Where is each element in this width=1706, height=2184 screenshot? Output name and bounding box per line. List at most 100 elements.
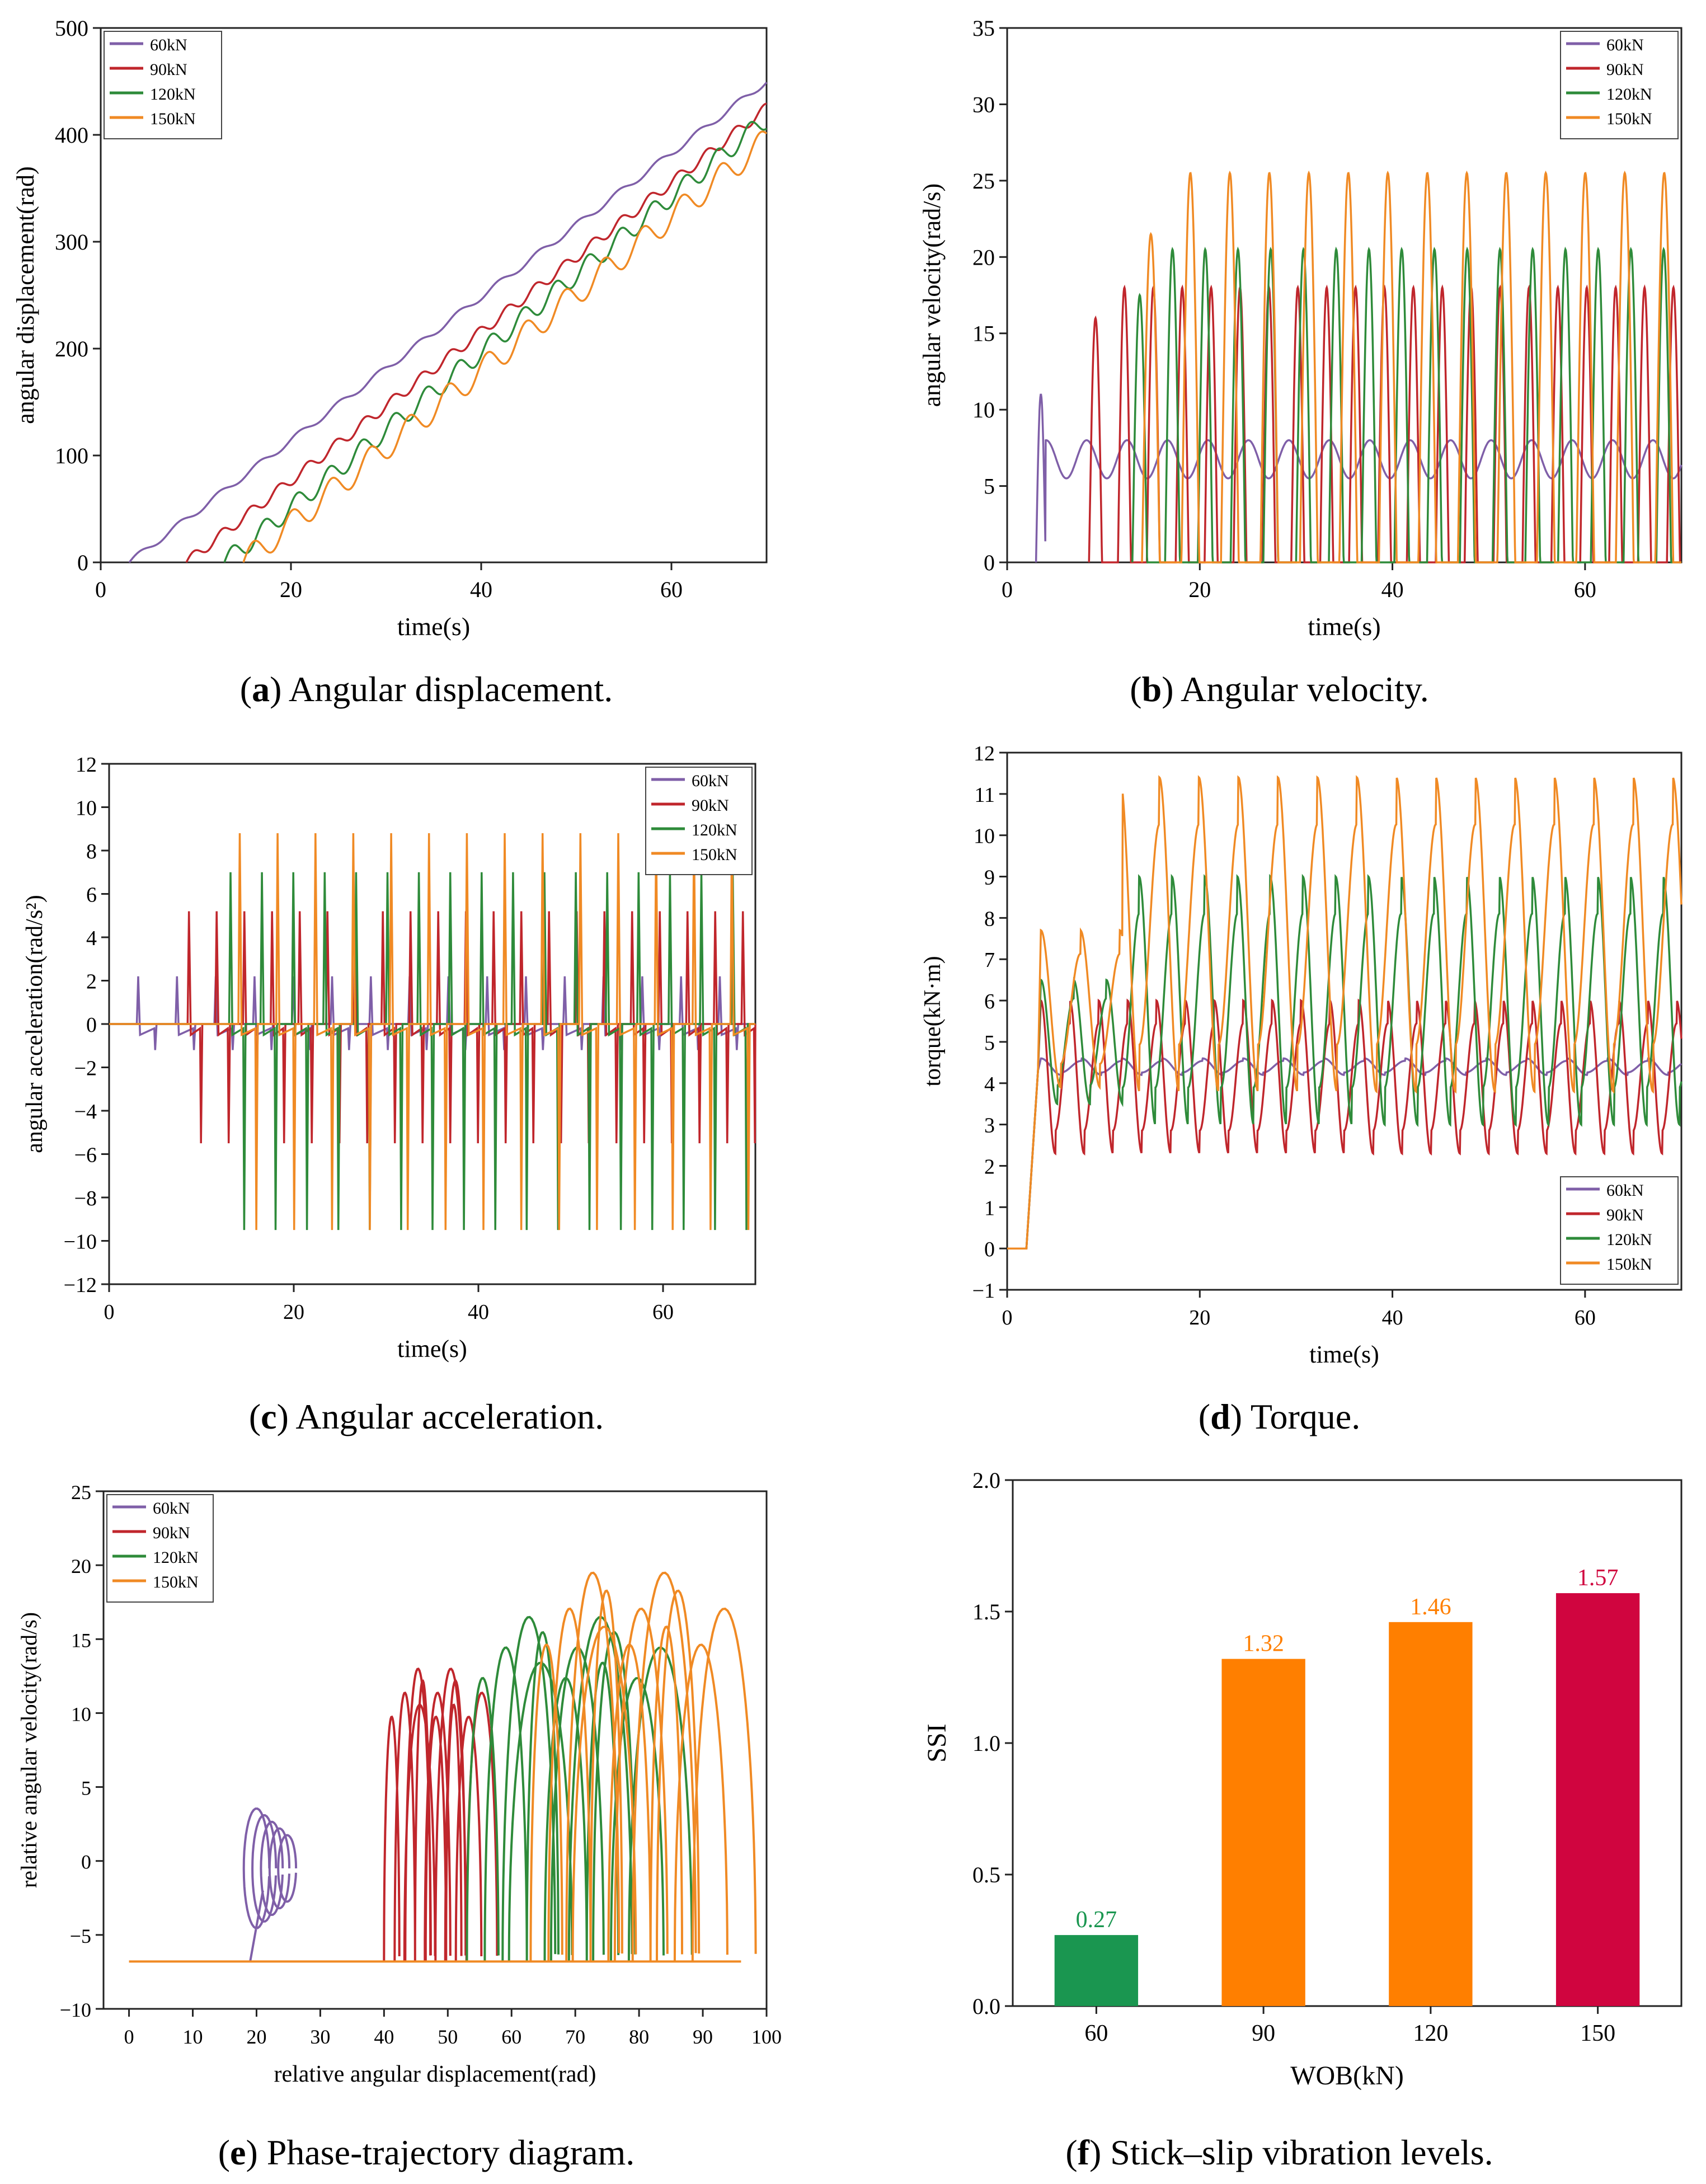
y-tick-label: 25 [71,1481,91,1504]
x-axis-label: relative angular displacement(rad) [274,2061,596,2087]
legend-entry-60kN: 60kN [692,772,729,790]
bar-value-label: 1.32 [1243,1631,1284,1657]
x-tick-label: 0 [95,577,106,602]
x-tick-label: 20 [283,1300,304,1324]
chart-f: 0.0 0.5 1.0 1.5 2.0 0.27 60 1.32 90 1.46 120 1.57 15… [922,1468,1682,2091]
series-90kN [185,102,767,563]
y-tick-label: −5 [70,1925,91,1947]
y-tick-label: −4 [74,1100,97,1124]
x-axis-label: WOB(kN) [1290,2061,1404,2091]
series-90kN [383,1668,499,1962]
y-tick-label: 0 [86,1013,97,1037]
legend-entry-90kN: 90kN [153,1524,190,1542]
x-tick-label: 60 [1575,1306,1596,1330]
y-axis-label: relative angular velocity(rad/s) [16,1612,41,1888]
y-tick-label: 20 [71,1555,91,1577]
chart-a: 0 20 40 60 0 100 200 300 400 500 time(s) angular di… [12,16,768,641]
y-tick-label: 0 [77,550,88,575]
y-tick-label: −10 [64,1230,97,1254]
bar-value-label: 0.27 [1076,1907,1117,1933]
x-tick-label: 30 [310,2026,330,2048]
x-tick-label: 10 [183,2026,203,2048]
legend-entry-60kN: 60kN [153,1499,190,1518]
y-tick-label: 8 [984,907,995,931]
x-tick-label: 40 [374,2026,394,2048]
legend-box [104,31,222,139]
y-axis-label: angular displacement(rad) [12,166,39,424]
x-tick-label: 40 [1381,577,1404,602]
chart-b: 0 20 40 60 0 5 10 15 20 25 30 35 time(s) angular velo… [918,16,1682,641]
y-tick-label: 11 [974,783,995,807]
x-tick-label: 20 [1188,577,1211,602]
caption-c: (c) Angular acceleration. [248,1397,604,1436]
y-tick-label: 5 [984,474,995,499]
y-tick-label: 200 [55,336,88,361]
y-tick-label: 300 [55,229,88,255]
series-90kN [1088,284,1681,563]
y-tick-label: 2.0 [972,1468,1000,1493]
bar-120 [1389,1622,1473,2006]
y-axis-label: SSI [922,1723,952,1762]
y-tick-label: 35 [972,16,995,41]
y-tick-label: 0 [984,550,995,575]
chart-e: 0 10 20 30 40 50 60 70 80 90 100 −10 −5 0 5 10 15 20 25 rel… [16,1481,782,2087]
x-tick-label: 60 [1574,577,1596,602]
x-tick-label: 40 [1382,1306,1403,1330]
plot-frame [100,27,768,563]
legend-entry-60kN: 60kN [1606,1181,1644,1200]
series-60kN [242,1807,298,1962]
legend-box [1560,1176,1679,1285]
series-150kN [1007,775,1682,1250]
x-tick-label: 70 [565,2026,585,2048]
bar-value-label: 1.57 [1577,1565,1619,1591]
y-tick-label: 7 [984,948,995,972]
y-tick-label: 4 [86,927,97,950]
y-tick-label: 10 [71,1703,91,1725]
x-tick-label: 20 [280,577,302,602]
chart-c: 0 20 40 60 −12 −10 −8 −6 −4 −2 0 2 4 6 8 10 12 time(s) ang… [22,753,756,1363]
y-tick-label: 9 [984,866,995,890]
legend-entry-150kN: 150kN [150,110,196,128]
bar-150 [1555,1593,1640,2006]
caption-a: (a) Angular displacement. [239,669,613,709]
y-tick-label: 10 [76,797,97,820]
y-tick-label: 6 [86,884,97,907]
series-150kN [1141,170,1681,563]
y-tick-label: 0.0 [972,1994,1000,2019]
y-tick-label: −10 [60,1999,91,2021]
y-tick-label: −12 [64,1274,97,1297]
x-tick-label: 40 [468,1300,489,1324]
x-tick-label: 60 [1084,2021,1108,2046]
y-tick-label: 4 [984,1073,995,1096]
bar-90 [1221,1659,1305,2006]
x-tick-label: 0 [1002,1306,1013,1330]
legend-entry-120kN: 120kN [1606,85,1652,104]
x-axis-label: time(s) [1309,1341,1379,1368]
x-tick-label: 80 [629,2026,649,2048]
y-tick-label: −2 [74,1057,97,1081]
x-axis-label: time(s) [397,612,470,641]
x-axis-label: time(s) [1308,612,1380,641]
legend-entry-150kN: 150kN [153,1573,199,1591]
y-tick-label: 8 [86,840,97,863]
caption-b: (b) Angular velocity. [1130,669,1429,709]
legend-entry-120kN: 120kN [1606,1230,1652,1249]
bar-value-label: 1.46 [1410,1594,1451,1620]
y-tick-label: 25 [972,168,995,194]
x-tick-label: 20 [1189,1306,1210,1330]
series-120kN [1131,246,1681,563]
legend-box [106,1494,214,1603]
x-tick-label: 0 [104,1300,115,1324]
y-tick-label: 1 [984,1196,995,1220]
y-tick-label: 2 [984,1155,995,1178]
y-tick-label: 3 [984,1114,995,1138]
series-120kN [223,121,768,563]
y-axis-label: angular velocity(rad/s) [918,184,946,407]
x-tick-label: 0 [124,2026,134,2048]
y-tick-label: 20 [972,245,995,270]
y-tick-label: −8 [74,1187,97,1210]
legend-box [645,767,753,875]
plot-frame [102,1490,768,2010]
caption-d: (d) Torque. [1198,1397,1361,1436]
